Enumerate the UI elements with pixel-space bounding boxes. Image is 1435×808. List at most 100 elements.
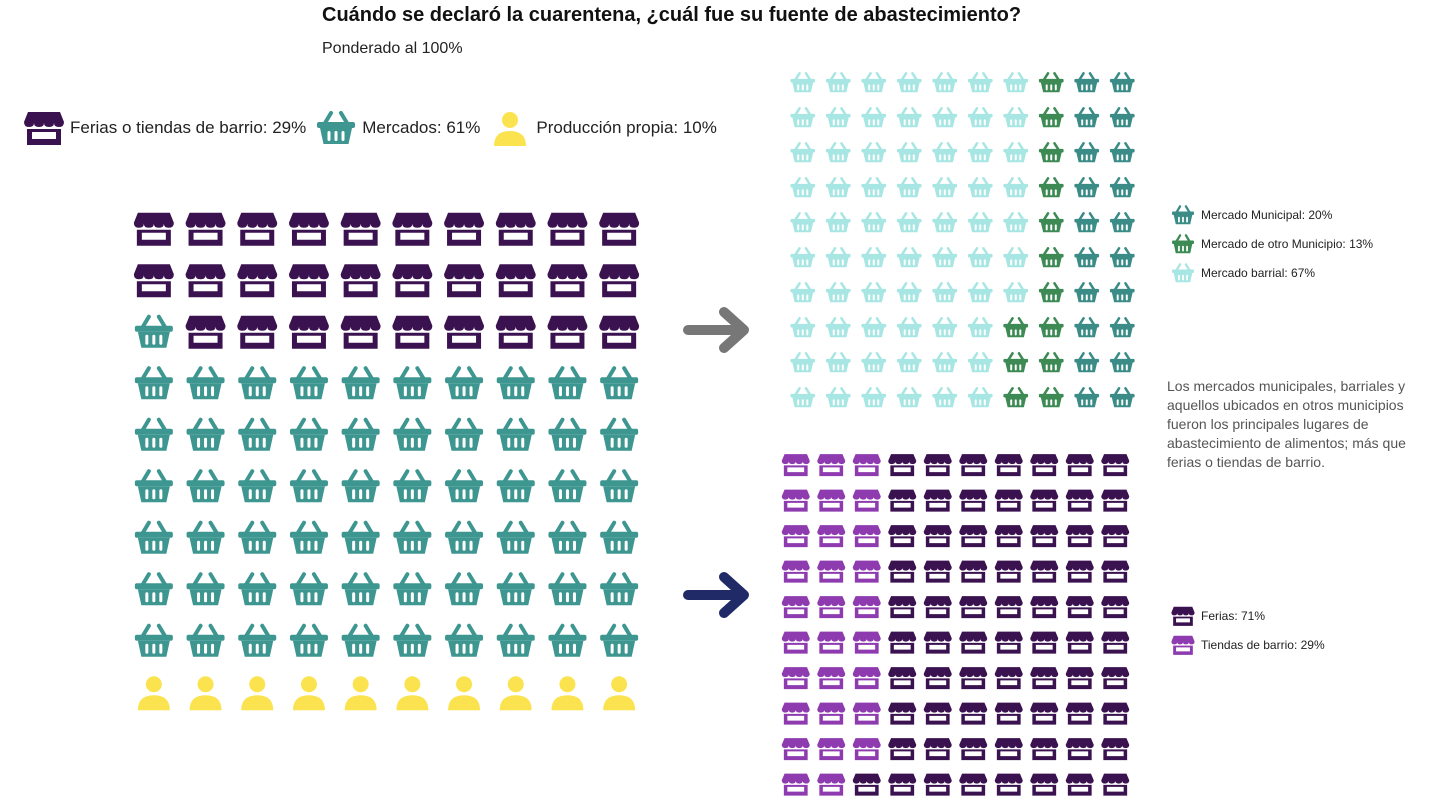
waffle-cell-basket-icon bbox=[790, 352, 816, 373]
waffle-cell-basket-icon bbox=[1074, 107, 1100, 128]
waffle-cell-basket-icon bbox=[289, 572, 328, 606]
waffle-cell-basket-icon bbox=[790, 142, 816, 163]
waffle-cell-basket-icon bbox=[967, 317, 993, 338]
waffle-cell-person-icon bbox=[603, 676, 636, 711]
waffle-cell-basket-icon bbox=[967, 177, 993, 198]
waffle-ferias bbox=[781, 454, 1130, 796]
waffle-cell-store-icon bbox=[959, 489, 988, 512]
note-text: Los mercados municipales, barriales y aq… bbox=[1167, 378, 1406, 470]
waffle-cell-basket-icon bbox=[790, 247, 816, 268]
waffle-cell-store-icon bbox=[994, 560, 1023, 583]
waffle-cell-store-icon bbox=[237, 315, 278, 349]
waffle-cell-person-icon bbox=[189, 676, 222, 711]
waffle-cell-basket-icon bbox=[967, 247, 993, 268]
waffle-cell-basket-icon bbox=[1109, 317, 1135, 338]
waffle-cell-person-icon bbox=[396, 676, 429, 711]
waffle-cell-basket-icon bbox=[967, 352, 993, 373]
waffle-cell-store-icon bbox=[1101, 773, 1130, 796]
waffle-cell-basket-icon bbox=[825, 282, 851, 303]
waffle-cell-basket-icon bbox=[496, 520, 535, 554]
waffle-cell-store-icon bbox=[1101, 454, 1130, 477]
person-icon bbox=[494, 112, 527, 146]
waffle-cell-basket-icon bbox=[861, 317, 887, 338]
waffle-cell-basket-icon bbox=[445, 417, 484, 451]
waffle-cell-basket-icon bbox=[341, 417, 380, 451]
waffle-cell-store-icon bbox=[1030, 773, 1059, 796]
waffle-cell-basket-icon bbox=[1003, 387, 1029, 408]
waffle-cell-store-icon bbox=[923, 738, 952, 761]
waffle-cell-basket-icon bbox=[600, 366, 639, 400]
waffle-cell-basket-icon bbox=[896, 212, 922, 233]
waffle-cell-store-icon bbox=[444, 315, 485, 349]
waffle-cell-store-icon bbox=[185, 264, 226, 298]
waffle-cell-store-icon bbox=[1101, 560, 1130, 583]
waffle-cell-basket-icon bbox=[1109, 387, 1135, 408]
waffle-cell-basket-icon bbox=[1003, 142, 1029, 163]
waffle-cell-store-icon bbox=[340, 264, 381, 298]
waffle-cell-basket-icon bbox=[967, 142, 993, 163]
waffle-cell-basket-icon bbox=[1109, 72, 1135, 93]
waffle-cell-basket-icon bbox=[238, 520, 277, 554]
waffle-cell-basket-icon bbox=[896, 387, 922, 408]
waffle-cell-store-icon bbox=[1101, 489, 1130, 512]
waffle-cell-basket-icon bbox=[1038, 177, 1064, 198]
waffle-cell-basket-icon bbox=[790, 177, 816, 198]
waffle-cell-basket-icon bbox=[1074, 387, 1100, 408]
waffle-cell-basket-icon bbox=[1074, 247, 1100, 268]
store-icon bbox=[24, 112, 64, 145]
waffle-cell-basket-icon bbox=[1003, 247, 1029, 268]
waffle-cell-store-icon bbox=[817, 702, 846, 725]
chart-subtitle: Ponderado al 100% bbox=[322, 40, 463, 57]
waffle-cell-basket-icon bbox=[289, 417, 328, 451]
waffle-cell-store-icon bbox=[852, 454, 881, 477]
waffle-cell-basket-icon bbox=[393, 417, 432, 451]
waffle-cell-store-icon bbox=[1030, 738, 1059, 761]
waffle-cell-basket-icon bbox=[967, 107, 993, 128]
waffle-cell-store-icon bbox=[781, 454, 810, 477]
waffle-cell-store-icon bbox=[781, 738, 810, 761]
legend-label: Mercado barrial: 67% bbox=[1201, 265, 1316, 280]
waffle-cell-basket-icon bbox=[825, 107, 851, 128]
legend-label: Producción propia: 10% bbox=[536, 118, 717, 137]
waffle-cell-store-icon bbox=[237, 264, 278, 298]
waffle-cell-store-icon bbox=[994, 489, 1023, 512]
waffle-cell-basket-icon bbox=[496, 469, 535, 503]
waffle-cell-basket-icon bbox=[393, 623, 432, 657]
waffle-cell-basket-icon bbox=[896, 107, 922, 128]
waffle-cell-basket-icon bbox=[1074, 317, 1100, 338]
waffle-cell-basket-icon bbox=[1038, 387, 1064, 408]
waffle-cell-store-icon bbox=[1065, 454, 1094, 477]
waffle-cell-store-icon bbox=[959, 525, 988, 548]
waffle-cell-store-icon bbox=[888, 738, 917, 761]
basket-icon bbox=[1172, 262, 1194, 282]
waffle-cell-basket-icon bbox=[496, 417, 535, 451]
legend-label: Mercado Municipal: 20% bbox=[1201, 207, 1333, 222]
waffle-cell-basket-icon bbox=[825, 177, 851, 198]
waffle-cell-basket-icon bbox=[1074, 142, 1100, 163]
waffle-cell-basket-icon bbox=[134, 314, 173, 348]
waffle-cell-store-icon bbox=[781, 667, 810, 690]
waffle-cell-basket-icon bbox=[1074, 212, 1100, 233]
waffle-cell-basket-icon bbox=[1003, 212, 1029, 233]
waffle-cell-basket-icon bbox=[861, 72, 887, 93]
waffle-cell-store-icon bbox=[288, 315, 329, 349]
waffle-cell-store-icon bbox=[959, 560, 988, 583]
waffle-cell-basket-icon bbox=[238, 417, 277, 451]
waffle-main bbox=[133, 212, 640, 711]
waffle-cell-basket-icon bbox=[496, 623, 535, 657]
waffle-cell-basket-icon bbox=[1109, 142, 1135, 163]
waffle-cell-basket-icon bbox=[445, 469, 484, 503]
waffle-cell-basket-icon bbox=[932, 387, 958, 408]
waffle-cell-store-icon bbox=[923, 667, 952, 690]
basket-icon bbox=[1172, 233, 1194, 253]
waffle-cell-basket-icon bbox=[932, 247, 958, 268]
waffle-cell-basket-icon bbox=[548, 623, 587, 657]
waffle-cell-store-icon bbox=[599, 212, 640, 246]
waffle-cell-basket-icon bbox=[896, 247, 922, 268]
waffle-cell-store-icon bbox=[852, 773, 881, 796]
waffle-cell-store-icon bbox=[1030, 489, 1059, 512]
waffle-cell-store-icon bbox=[888, 631, 917, 654]
waffle-cell-person-icon bbox=[499, 676, 532, 711]
waffle-cell-basket-icon bbox=[289, 366, 328, 400]
waffle-cell-store-icon bbox=[1101, 596, 1130, 619]
